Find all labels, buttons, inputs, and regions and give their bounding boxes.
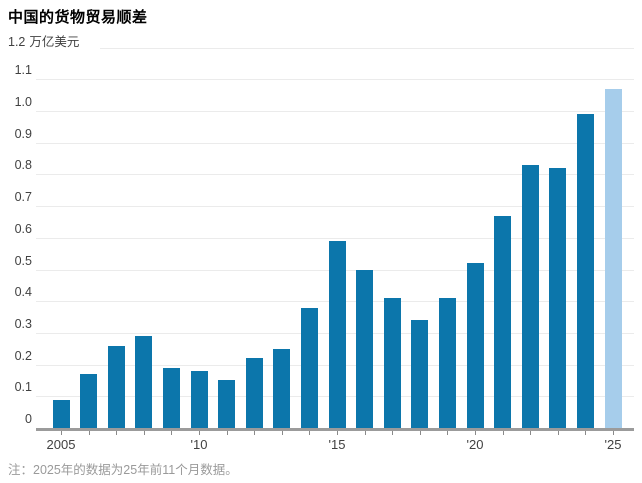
x-tick-2008 bbox=[143, 431, 145, 435]
x-tick-2025 bbox=[613, 431, 614, 435]
y-tick-label: 0 bbox=[25, 412, 32, 426]
x-tick-2010 bbox=[199, 431, 200, 435]
x-tick-2021 bbox=[502, 431, 504, 435]
bar-2006 bbox=[80, 374, 98, 428]
x-tick-2024 bbox=[585, 431, 587, 435]
x-tick-2014 bbox=[309, 431, 311, 435]
x-tick-label-2020: '20 bbox=[466, 437, 484, 452]
y-tick-label: 0.3 bbox=[14, 317, 32, 331]
bar-2008 bbox=[135, 336, 153, 428]
x-tick-2018 bbox=[419, 431, 421, 435]
bar-2013 bbox=[273, 348, 291, 429]
bar-2014 bbox=[300, 307, 318, 428]
bar-2022 bbox=[521, 164, 539, 428]
x-tick-label-2015: '15 bbox=[328, 437, 346, 452]
bar-2005 bbox=[52, 399, 70, 428]
bar-2020 bbox=[466, 263, 484, 428]
x-tick-2020 bbox=[475, 431, 476, 435]
bar-2025 bbox=[604, 88, 622, 428]
bar-2023 bbox=[549, 168, 567, 428]
bar-2011 bbox=[218, 380, 236, 428]
x-tick-2013 bbox=[281, 431, 283, 435]
gridline-1.1 bbox=[36, 79, 634, 80]
x-tick-2023 bbox=[557, 431, 559, 435]
gridline-0.9 bbox=[36, 143, 634, 144]
bar-2007 bbox=[107, 345, 125, 428]
gridline-1.2 bbox=[100, 48, 634, 49]
y-axis-max-tick: 1.2 bbox=[8, 35, 26, 49]
bar-2017 bbox=[383, 298, 401, 428]
x-tick-2011 bbox=[226, 431, 228, 435]
bar-2009 bbox=[162, 367, 180, 428]
x-tick-label-2025: '25 bbox=[604, 437, 622, 452]
x-tick-2019 bbox=[447, 431, 449, 435]
chart-title: 中国的货物贸易顺差 bbox=[8, 9, 148, 26]
gridline-0.7 bbox=[36, 206, 634, 207]
y-tick-label: 0.8 bbox=[14, 158, 32, 172]
bar-2010 bbox=[190, 370, 208, 428]
y-tick-label: 0.7 bbox=[14, 190, 32, 204]
gridline-0.8 bbox=[36, 174, 634, 175]
x-tick-label-2010: '10 bbox=[190, 437, 208, 452]
footnote: 注：2025年的数据为25年前11个月数据。 bbox=[8, 463, 238, 477]
bar-2018 bbox=[411, 320, 429, 428]
x-axis-line bbox=[36, 428, 634, 431]
gridline-1.0 bbox=[36, 111, 634, 112]
y-tick-label: 0.2 bbox=[14, 349, 32, 363]
x-tick-2005 bbox=[61, 431, 62, 435]
bar-2019 bbox=[438, 298, 456, 428]
x-tick-2009 bbox=[171, 431, 173, 435]
y-tick-label: 1.1 bbox=[14, 63, 32, 77]
y-axis-unit-label: 万亿美元 bbox=[29, 35, 80, 49]
y-tick-label: 0.9 bbox=[14, 127, 32, 141]
bar-2024 bbox=[576, 114, 594, 428]
x-tick-label-2005: 2005 bbox=[46, 437, 76, 452]
y-tick-label: 0.5 bbox=[14, 254, 32, 268]
x-tick-2007 bbox=[116, 431, 118, 435]
bar-2016 bbox=[356, 269, 374, 428]
x-tick-2017 bbox=[392, 431, 394, 435]
bar-2015 bbox=[328, 241, 346, 428]
y-axis-max-and-unit: 1.2 万亿美元 bbox=[8, 31, 79, 50]
bar-2021 bbox=[494, 215, 512, 428]
x-tick-2015 bbox=[337, 431, 338, 435]
bar-2012 bbox=[245, 358, 263, 428]
x-tick-2022 bbox=[530, 431, 532, 435]
x-tick-2016 bbox=[364, 431, 366, 435]
y-tick-label: 0.6 bbox=[14, 222, 32, 236]
gridline-0.6 bbox=[36, 238, 634, 239]
x-tick-2012 bbox=[254, 431, 256, 435]
x-tick-2006 bbox=[88, 431, 90, 435]
y-tick-label: 1.0 bbox=[14, 95, 32, 109]
y-tick-label: 0.1 bbox=[14, 380, 32, 394]
y-tick-label: 0.4 bbox=[14, 285, 32, 299]
